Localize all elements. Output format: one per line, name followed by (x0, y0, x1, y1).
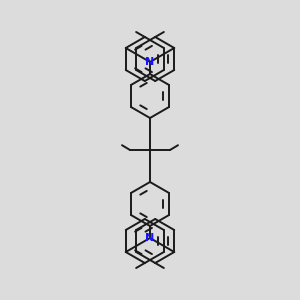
Text: N: N (146, 57, 154, 67)
Text: N: N (146, 233, 154, 243)
